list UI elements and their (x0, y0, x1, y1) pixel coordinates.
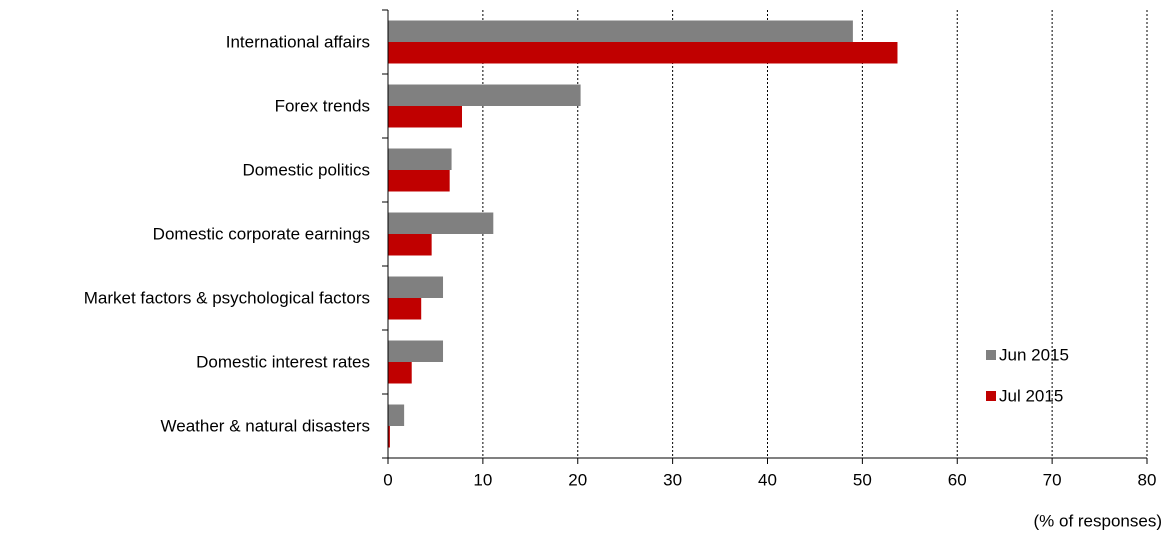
y-tick-label: Weather & natural disasters (161, 416, 370, 435)
bar (388, 276, 444, 298)
x-tick-label: 70 (1043, 470, 1062, 489)
bar (388, 106, 463, 128)
x-tick-label: 40 (758, 470, 777, 489)
x-tick-label: 80 (1138, 470, 1157, 489)
y-tick-label: Market factors & psychological factors (84, 288, 370, 307)
legend-swatch (986, 350, 996, 360)
y-tick-label: Domestic interest rates (196, 352, 370, 371)
y-tick-label: International affairs (226, 32, 370, 51)
bar (388, 340, 444, 362)
bar (388, 362, 412, 384)
bar (388, 234, 432, 256)
bar (388, 212, 494, 234)
y-tick-label: Domestic corporate earnings (153, 224, 370, 243)
bar (388, 404, 405, 426)
bar (388, 170, 450, 192)
legend-label: Jul 2015 (999, 386, 1063, 405)
x-tick-label: 0 (383, 470, 392, 489)
bar (388, 148, 452, 170)
x-tick-label: 30 (663, 470, 682, 489)
x-tick-label: 20 (568, 470, 587, 489)
bar (388, 42, 898, 64)
y-tick-label: Forex trends (275, 96, 370, 115)
bar (388, 84, 581, 106)
legend-label: Jun 2015 (999, 345, 1069, 364)
bar (388, 426, 390, 448)
y-tick-label: Domestic politics (242, 160, 370, 179)
bar (388, 20, 853, 42)
legend-swatch (986, 391, 996, 401)
x-tick-label: 50 (853, 470, 872, 489)
x-tick-label: 10 (473, 470, 492, 489)
x-axis-label: (% of responses) (1034, 511, 1163, 530)
x-tick-label: 60 (948, 470, 967, 489)
bar (388, 298, 422, 320)
